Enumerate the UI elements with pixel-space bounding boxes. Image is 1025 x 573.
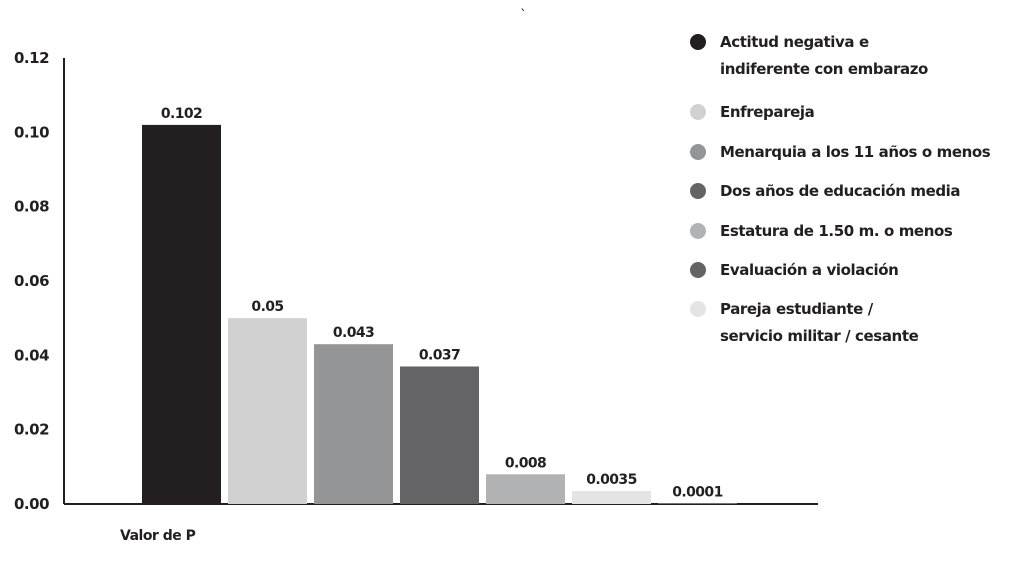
data-label-3: 0.043 [333, 325, 374, 341]
y-tick-label: 0.10 [14, 123, 49, 141]
data-label-5: 0.008 [505, 455, 546, 471]
data-label-7: 0.0001 [672, 485, 722, 501]
y-tick-label: 0.06 [14, 272, 49, 290]
y-tick-label: 0.08 [14, 198, 49, 216]
data-label-4: 0.037 [419, 347, 460, 363]
legend-swatch-6 [690, 262, 706, 278]
legend-label-4: Dos años de educación media [720, 182, 960, 200]
data-label-2: 0.05 [251, 299, 283, 315]
y-tick-label: 0.12 [14, 49, 49, 67]
y-tick-label: 0.00 [14, 495, 49, 513]
bar-5 [486, 474, 565, 504]
legend-label-5: Estatura de 1.50 m. o menos [720, 222, 953, 240]
data-label-6: 0.0035 [586, 472, 636, 488]
legend-swatch-2 [690, 104, 706, 120]
legend-swatch-5 [690, 223, 706, 239]
legend-label-7: servicio militar / cesante [720, 327, 919, 345]
x-axis-label: Valor de P [120, 528, 196, 544]
legend: Actitud negativa e indiferente con embara… [690, 33, 991, 345]
legend-label-6: Evaluación a violación [720, 261, 898, 279]
y-tick-label: 0.04 [14, 346, 49, 364]
data-labels-group: 0.102 0.05 0.043 0.037 0.008 0.0035 0.0001 [161, 106, 723, 501]
bar-4 [400, 366, 479, 504]
legend-swatch-4 [690, 183, 706, 199]
legend-label-3: Menarquia a los 11 años o menos [720, 143, 991, 161]
bar-6 [572, 490, 651, 504]
legend-swatch-7 [690, 301, 706, 317]
legend-label-1: Actitud negativa e [720, 33, 869, 51]
y-axis-tick-labels: 0.00 0.02 0.04 0.06 0.08 0.10 0.12 [14, 49, 50, 513]
legend-label-1: indiferente con embarazo [720, 60, 928, 78]
legend-swatch-3 [690, 144, 706, 160]
bar-2 [228, 318, 307, 504]
bar-1 [142, 124, 221, 505]
data-label-1: 0.102 [161, 106, 202, 122]
stray-mark: ` [520, 8, 527, 24]
legend-label-7: Pareja estudiante / [720, 300, 874, 318]
legend-swatch-1 [690, 34, 706, 50]
legend-label-2: Enfrepareja [720, 103, 814, 121]
y-tick-label: 0.02 [14, 421, 49, 439]
bar-3 [314, 344, 393, 504]
bars-group [142, 124, 737, 505]
